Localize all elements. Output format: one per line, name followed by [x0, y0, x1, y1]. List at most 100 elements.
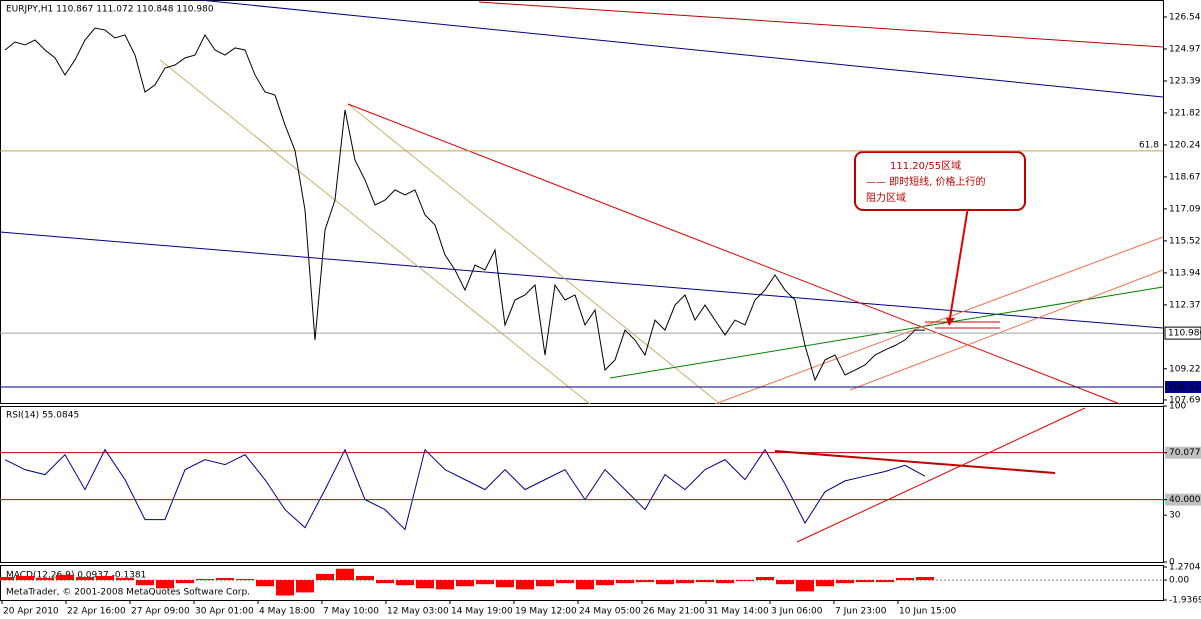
x-tick-label: 30 Apr 01:00 — [195, 607, 254, 617]
bar — [836, 580, 854, 584]
bar — [296, 580, 314, 593]
price-label-box — [1164, 326, 1201, 340]
price-line — [4, 448, 926, 531]
bar — [456, 580, 474, 587]
y-tick-label: 40.000 — [1169, 495, 1201, 505]
bar — [76, 576, 94, 581]
y-tick-label: 112.370 — [1169, 300, 1201, 310]
price-line — [4, 27, 925, 382]
bar — [676, 580, 694, 584]
bar — [596, 580, 614, 586]
x-tick-label: 3 Jun 06:00 — [771, 607, 823, 617]
bar — [396, 580, 414, 586]
bar — [476, 580, 494, 585]
trend-line — [347, 103, 721, 405]
bar — [116, 578, 134, 581]
support-label: 108.327 — [1168, 382, 1201, 392]
trend-line — [159, 59, 591, 405]
bar — [36, 578, 54, 581]
bar — [896, 578, 914, 581]
y-tick-label: 70.077 — [1169, 448, 1201, 458]
bar — [96, 575, 114, 581]
chart-title: EURJPY,H1 110.867 111.072 110.848 110.98… — [6, 5, 214, 15]
annotation-box — [854, 151, 1026, 211]
bar — [716, 580, 734, 584]
bar — [756, 576, 774, 581]
fib-label: 61.8 — [1139, 140, 1159, 150]
rsi-title: RSI(14) 55.0845 — [6, 411, 79, 421]
bar — [816, 580, 834, 587]
bar — [576, 580, 594, 590]
bar — [616, 580, 634, 584]
rsi-panel — [0, 406, 1164, 563]
bar — [796, 580, 814, 592]
x-tick-label: 7 May 10:00 — [323, 607, 379, 617]
trend-line — [0, 231, 1164, 329]
y-tick-label: 121.820 — [1169, 108, 1201, 118]
x-tick-label: 14 May 19:00 — [451, 607, 513, 617]
arrow — [949, 206, 969, 319]
bar — [0, 576, 14, 581]
x-tick-label: 4 May 18:00 — [259, 607, 315, 617]
frame — [0, 0, 1164, 601]
bar — [16, 575, 34, 581]
x-tick-label: 26 May 21:00 — [643, 607, 705, 617]
annotation-text: 阻力区域 — [866, 191, 906, 204]
trend-lines — [0, 0, 1164, 543]
bar — [256, 580, 274, 587]
bar — [56, 574, 74, 581]
x-tick-label: 20 Apr 2010 — [3, 607, 59, 617]
y-tick-label: 123.395 — [1169, 76, 1201, 86]
bar — [556, 580, 574, 584]
footer: MetaTrader, © 2001-2008 MetaQuotes Softw… — [6, 588, 250, 598]
annotation-text: —— 即时短线, 价格上行的 — [866, 175, 986, 188]
trend-line — [796, 407, 1086, 543]
bar — [516, 580, 534, 590]
y-tick-label: 118.670 — [1169, 172, 1201, 182]
bar — [176, 580, 194, 584]
y-tick-label: 30 — [1169, 511, 1181, 521]
bar — [136, 580, 154, 586]
y-tick-label: 0 — [1169, 558, 1175, 568]
trend-line — [774, 450, 1056, 474]
bar — [656, 580, 674, 585]
trend-line — [478, 1, 1164, 48]
bar — [436, 580, 454, 590]
y-tick-label: 0.00 — [1169, 576, 1189, 586]
bar — [196, 579, 214, 581]
x-tick-label: 10 Jun 15:00 — [899, 607, 956, 617]
bar — [916, 576, 934, 581]
y-tick-label: 115.520 — [1169, 236, 1201, 246]
x-tick-label: 24 May 05:00 — [579, 607, 641, 617]
y-tick-label: -1.9369 — [1169, 596, 1201, 606]
bar — [696, 580, 714, 583]
bar — [276, 580, 294, 596]
y-tick-label: 109.225 — [1169, 364, 1201, 374]
bar — [376, 580, 394, 584]
y-tick-label: 107.690 — [1169, 395, 1201, 405]
bar — [216, 578, 234, 581]
x-tick-label: 27 Apr 09:00 — [131, 607, 190, 617]
annotation-text: 111.20/55区域 — [890, 159, 961, 172]
x-tick-label: 31 May 14:00 — [707, 607, 769, 617]
y-tick-label: 1.2704 — [1169, 563, 1201, 573]
bar — [856, 580, 874, 583]
trend-line — [347, 103, 1121, 405]
price-panel — [0, 0, 1164, 404]
level-box — [1165, 493, 1201, 506]
y-tick-label: 100 — [1169, 402, 1186, 412]
bar — [536, 580, 554, 587]
macd-panel — [0, 565, 1164, 601]
bar — [156, 580, 174, 589]
y-tick-label: 120.245 — [1169, 140, 1201, 150]
y-tick-label: 113.945 — [1169, 268, 1201, 278]
trend-line — [609, 286, 1164, 379]
bar — [236, 579, 254, 581]
x-tick-label: 7 Jun 23:00 — [835, 607, 887, 617]
level-box — [1165, 446, 1201, 459]
bar — [496, 580, 514, 588]
bar — [416, 580, 434, 589]
macd-title: MACD(12,26,9) 0.0937 -0.1381 — [6, 571, 146, 581]
arrow-head — [946, 318, 955, 326]
